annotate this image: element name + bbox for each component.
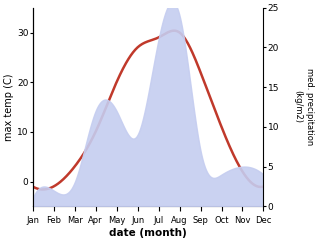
Y-axis label: med. precipitation
(kg/m2): med. precipitation (kg/m2) [293,68,314,146]
Y-axis label: max temp (C): max temp (C) [4,73,14,141]
X-axis label: date (month): date (month) [109,228,187,238]
